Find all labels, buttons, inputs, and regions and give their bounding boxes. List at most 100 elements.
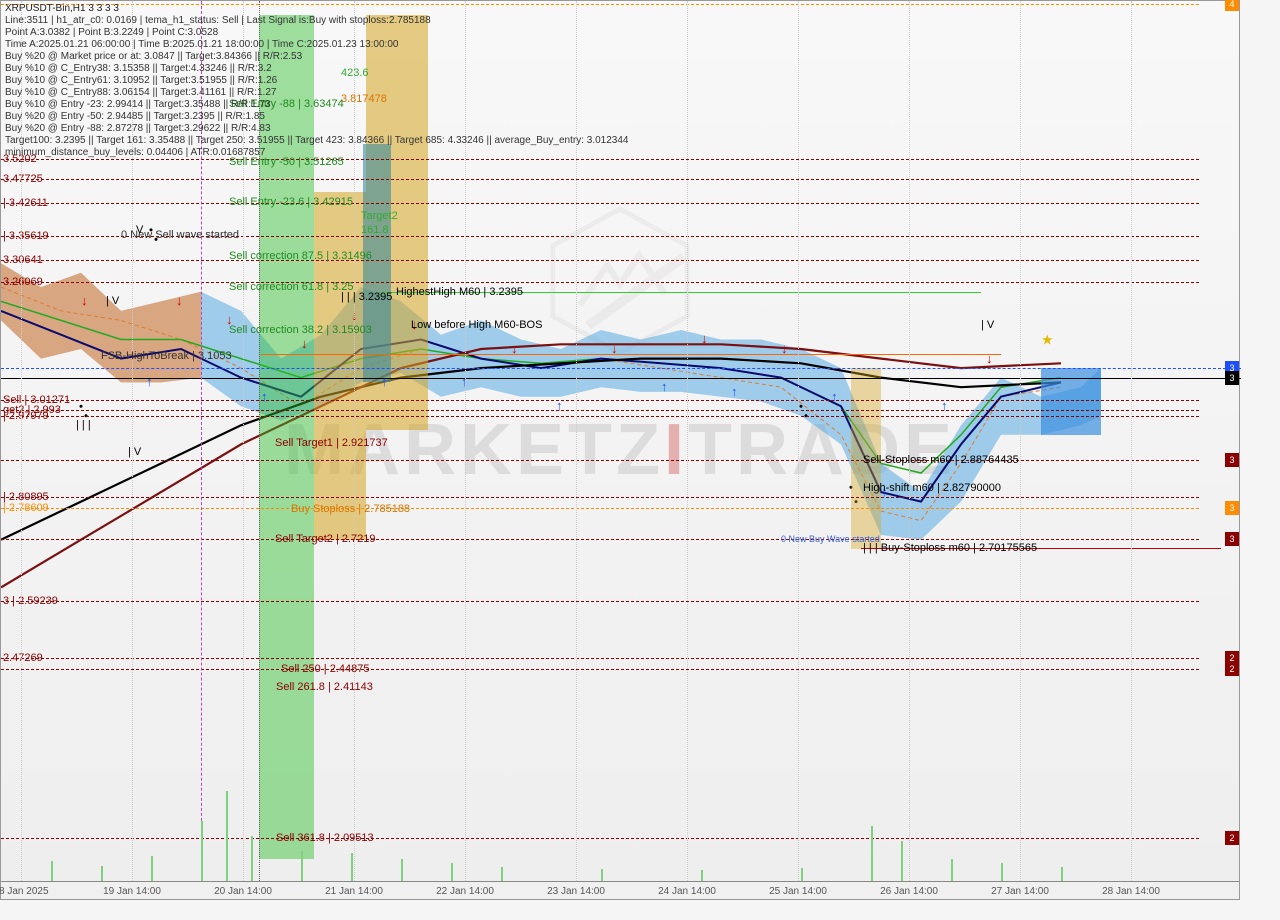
chart-label: | V xyxy=(981,319,994,331)
header-line: Time A:2025.01.21 06:00:00 | Time B:2025… xyxy=(5,39,629,51)
arrow-up-icon: ↑ xyxy=(381,374,388,389)
chart-label: Sell Target2 | 2.7219 xyxy=(275,533,376,545)
chart-label: Sell 250 | 2.44875 xyxy=(281,663,369,675)
header-line: Buy %10 @ Entry -23: 2.99414 || Target:3… xyxy=(5,99,629,111)
h-line-left-label: 3.26069 xyxy=(3,276,43,288)
arrow-down-icon: ↓ xyxy=(81,293,88,308)
x-gridline xyxy=(798,1,799,881)
volume-bar xyxy=(401,859,403,881)
chart-label: Buy Stoploss | 2.785188 xyxy=(291,503,410,515)
x-tick: 26 Jan 14:00 xyxy=(880,886,938,897)
header-line: Buy %10 @ C_Entry38: 3.15358 || Target:4… xyxy=(5,63,629,75)
h-line-left-label: | 3.35619 xyxy=(3,230,49,242)
price-marker: 3 xyxy=(1225,501,1239,515)
h-line-left-label: 3.47725 xyxy=(3,173,43,185)
header-line: Buy %10 @ C_Entry61: 3.10952 || Target:3… xyxy=(5,75,629,87)
volume-bar xyxy=(1061,867,1063,881)
header-line: Buy %20 @ Market price or at: 3.0847 || … xyxy=(5,51,629,63)
h-line xyxy=(261,354,1001,355)
chart-label: | V xyxy=(106,295,119,307)
arrow-down-icon: ↓ xyxy=(701,331,708,346)
chart-label: FSB-HighToBreak | 3.1053 xyxy=(101,350,232,362)
volume-bar xyxy=(226,791,228,881)
arrow-up-icon: ↑ xyxy=(831,389,838,404)
x-tick: 25 Jan 14:00 xyxy=(769,886,827,897)
chart-label: Sell Target1 | 2.921737 xyxy=(275,437,388,449)
x-tick: 20 Jan 14:00 xyxy=(214,886,272,897)
arrow-up-icon: ↑ xyxy=(556,398,563,413)
price-marker: 4 xyxy=(1225,0,1239,11)
x-gridline xyxy=(1131,1,1132,881)
volume-bar xyxy=(801,868,803,881)
x-tick: 21 Jan 14:00 xyxy=(325,886,383,897)
header-line: Buy %20 @ Entry -50: 2.94485 || Target:3… xyxy=(5,111,629,123)
header-line: Buy %20 @ Entry -88: 2.87278 || Target:3… xyxy=(5,123,629,135)
arrow-down-icon: ↓ xyxy=(611,341,618,356)
zone-rect xyxy=(314,192,366,540)
volume-bar xyxy=(201,821,203,881)
chart-label: Sell-Stoploss m60 | 2.88764435 xyxy=(863,454,1019,466)
chart-label: High-shift m60 | 2.82790000 xyxy=(863,482,1001,494)
chart-label: | V xyxy=(128,446,141,458)
arrow-up-icon: ↑ xyxy=(261,389,268,404)
arrow-down-icon: ↓ xyxy=(511,341,518,356)
x-gridline xyxy=(1020,1,1021,881)
volume-bar xyxy=(351,853,353,881)
price-marker: 2 xyxy=(1225,662,1239,676)
header-line: Buy %10 @ C_Entry88: 3.06154 || Target:3… xyxy=(5,87,629,99)
svg-text:★: ★ xyxy=(1041,331,1054,347)
h-line-left-label: 3.30641 xyxy=(3,254,43,266)
arrow-down-icon: ↓ xyxy=(176,293,183,308)
price-marker: 3 xyxy=(1225,371,1239,385)
x-tick: 27 Jan 14:00 xyxy=(991,886,1049,897)
x-tick: 23 Jan 14:00 xyxy=(547,886,605,897)
h-line xyxy=(1,368,1241,369)
chart-title: XRPUSDT-Bin,H1 3 3 3 3 xyxy=(5,3,629,15)
volume-bar xyxy=(1001,863,1003,881)
h-line xyxy=(1,378,1241,379)
price-marker: 3 xyxy=(1225,532,1239,546)
volume-bar xyxy=(501,867,503,881)
arrow-down-icon: ↓ xyxy=(301,336,308,351)
chart-label: | | | Buy-Stoploss m60 | 2.70175565 xyxy=(863,542,1037,554)
watermark-b: TRADE xyxy=(688,410,956,490)
chart-label: Low before High M60-BOS xyxy=(411,319,542,331)
h-line-left-label: | 2.78609 xyxy=(3,502,49,514)
x-tick: 22 Jan 14:00 xyxy=(436,886,494,897)
header-line: Line:3511 | h1_atr_c0: 0.0169 | tema_h1_… xyxy=(5,15,629,27)
volume-bar xyxy=(951,859,953,881)
arrow-up-icon: ↑ xyxy=(661,379,668,394)
arrow-down-icon: ↓ xyxy=(781,341,788,356)
chart-area[interactable]: MARKETZITRADE XRPUSDT-Bin,H1 3 3 3 3 Lin… xyxy=(0,0,1240,900)
volume-bar xyxy=(101,866,103,881)
chart-label: Sell correction 61.8 | 3.25 xyxy=(229,281,354,293)
watermark-bar: I xyxy=(664,410,688,490)
chart-label: V xyxy=(136,224,143,236)
volume-bar xyxy=(451,863,453,881)
chart-label: Sell 361.8 | 2.09513 xyxy=(276,832,374,844)
header-line: Point A:3.0382 | Point B:3.2249 | Point … xyxy=(5,27,629,39)
arrow-up-icon: ↑ xyxy=(146,374,153,389)
x-tick: 18 Jan 2025 xyxy=(0,886,49,897)
chart-label: Target2 xyxy=(361,210,398,222)
chart-label: 161.8 xyxy=(361,224,389,236)
x-gridline xyxy=(687,1,688,881)
zone-rect xyxy=(363,144,391,382)
h-line-left-label: 3 | 2.59239 xyxy=(3,595,58,607)
chart-label: Sell Entry -23.6 | 3.42915 xyxy=(229,196,353,208)
header-line: Target100: 3.2395 || Target 161: 3.35488… xyxy=(5,135,629,147)
volume-bar xyxy=(51,861,53,881)
h-line-left-label: | 2.97979 xyxy=(3,410,49,422)
volume-bar xyxy=(701,870,703,881)
price-marker: 3 xyxy=(1225,453,1239,467)
chart-label: | | | xyxy=(76,419,91,431)
chart-label: Sell correction 38.2 | 3.15903 xyxy=(229,324,372,336)
x-tick: 28 Jan 14:00 xyxy=(1102,886,1160,897)
chart-label: HighestHigh M60 | 3.2395 xyxy=(396,286,523,298)
arrow-up-icon: ↑ xyxy=(941,398,948,413)
x-tick: 24 Jan 14:00 xyxy=(658,886,716,897)
chart-label: Sell correction 87.5 | 3.31496 xyxy=(229,250,372,262)
volume-bar xyxy=(301,851,303,881)
x-gridline xyxy=(909,1,910,881)
arrow-up-icon: ↑ xyxy=(731,384,738,399)
